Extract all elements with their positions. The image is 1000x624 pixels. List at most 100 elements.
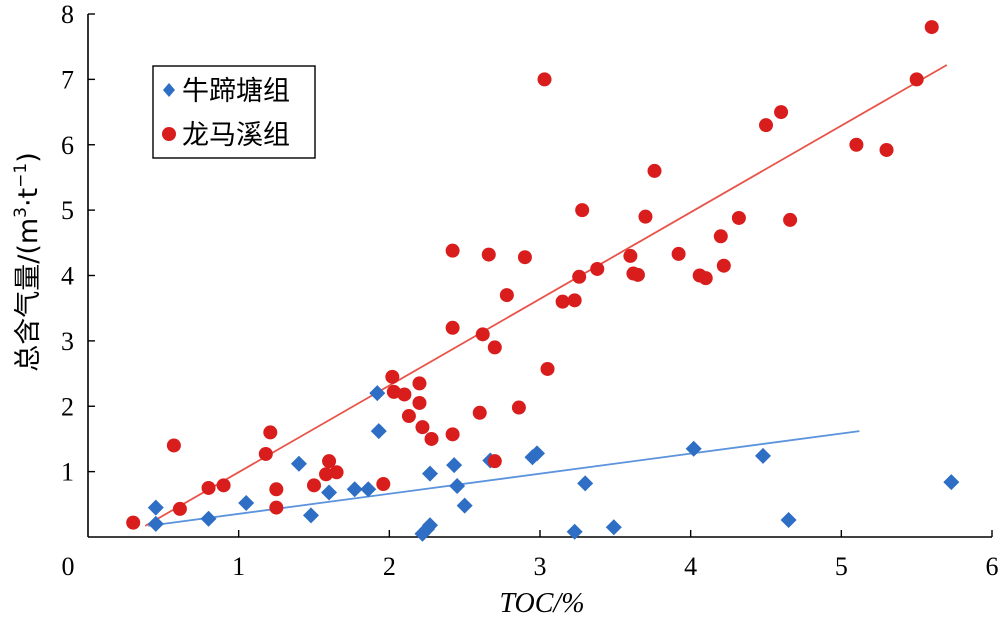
data-point-circle — [623, 248, 638, 263]
data-point-circle — [445, 320, 460, 335]
data-point-circle — [638, 209, 653, 224]
data-point-diamond — [780, 512, 797, 529]
data-point-diamond — [685, 440, 702, 457]
y-tick-label: 6 — [61, 131, 74, 160]
data-point-diamond — [566, 523, 583, 540]
data-point-circle — [445, 243, 460, 258]
data-point-circle — [671, 246, 686, 261]
data-point-circle — [481, 247, 496, 262]
origin-label: 0 — [62, 552, 75, 581]
data-point-circle — [329, 465, 344, 480]
points-layer — [126, 20, 960, 542]
data-point-circle — [698, 271, 713, 286]
x-tick-label: 1 — [232, 552, 245, 581]
data-point-circle — [319, 467, 334, 482]
data-point-circle — [172, 501, 187, 516]
data-point-diamond — [422, 517, 439, 534]
data-point-circle — [572, 269, 587, 284]
data-point-circle — [909, 72, 924, 87]
data-point-diamond — [528, 445, 545, 462]
data-point-diamond — [346, 481, 363, 498]
y-tick-label: 4 — [61, 262, 74, 291]
x-tick-label: 6 — [986, 552, 999, 581]
data-point-circle — [540, 361, 555, 376]
data-point-diamond — [754, 447, 771, 464]
data-point-diamond — [370, 423, 387, 440]
data-point-diamond — [200, 510, 217, 527]
data-point-circle — [499, 288, 514, 303]
data-point-circle — [269, 500, 284, 515]
data-point-circle — [258, 446, 273, 461]
data-point-circle — [307, 478, 321, 493]
data-point-circle — [849, 137, 864, 152]
x-tick-label: 5 — [835, 552, 848, 581]
data-point-circle — [630, 267, 645, 282]
data-point-circle — [201, 480, 216, 495]
trendline-series-2 — [144, 64, 948, 527]
data-point-circle — [713, 229, 728, 244]
data-point-diamond — [238, 495, 255, 512]
data-point-circle — [475, 327, 490, 342]
axes-layer: 0 1 2 3 4 5 6 1 2 3 4 5 6 7 8 — [61, 0, 999, 581]
data-point-circle — [924, 20, 939, 35]
legend-marker-diamond — [163, 83, 175, 97]
data-point-circle — [517, 250, 532, 265]
legend-label-series-2: 龙马溪组 — [182, 120, 290, 151]
x-axis-title: TOC/% — [499, 588, 584, 619]
y-tick-label: 2 — [61, 392, 74, 421]
data-point-diamond — [360, 481, 377, 498]
y-axis-title: 总含气量/(m3·t−1) — [11, 152, 44, 372]
data-point-circle — [879, 142, 894, 157]
data-point-diamond — [456, 497, 473, 514]
data-point-circle — [415, 420, 430, 435]
legend-box — [152, 65, 316, 159]
legend-marker-circle — [162, 127, 176, 141]
x-tick-label: 2 — [383, 552, 396, 581]
data-point-circle — [716, 258, 731, 273]
data-point-circle — [424, 431, 439, 446]
data-point-diamond — [446, 457, 463, 474]
y-tick-label: 5 — [61, 196, 74, 225]
x-tick-label: 3 — [534, 552, 547, 581]
data-point-circle — [385, 369, 400, 384]
data-point-circle — [386, 384, 401, 399]
data-point-diamond — [605, 519, 622, 536]
data-point-circle — [511, 400, 526, 415]
y-axis-title-main: 总含气量/(m — [13, 218, 44, 372]
data-point-diamond — [449, 478, 466, 495]
data-point-circle — [126, 515, 141, 530]
data-point-circle — [555, 294, 570, 309]
y-tick-label: 8 — [61, 0, 74, 29]
data-point-circle — [401, 409, 416, 424]
data-point-diamond — [369, 385, 386, 402]
y-axis-title-sup1: 3 — [11, 207, 31, 218]
trendline-layer — [144, 64, 948, 527]
data-point-circle — [263, 425, 278, 440]
data-point-circle — [412, 376, 427, 391]
data-point-diamond — [943, 474, 960, 491]
data-point-circle — [445, 427, 460, 442]
data-point-circle — [774, 105, 789, 120]
data-point-diamond — [422, 465, 439, 482]
data-point-circle — [376, 477, 391, 492]
y-tick-label: 3 — [61, 327, 74, 356]
y-tick-label: 1 — [61, 458, 74, 487]
y-axis-title-mid: ·t — [13, 188, 44, 207]
legend: 牛蹄塘组 龙马溪组 — [152, 65, 316, 159]
data-point-circle — [472, 405, 487, 420]
data-point-circle — [322, 454, 337, 469]
data-point-circle — [759, 118, 773, 133]
x-tick-label: 4 — [684, 552, 697, 581]
y-axis-title-sup2: −1 — [11, 163, 31, 188]
data-point-circle — [783, 212, 798, 227]
data-point-circle — [537, 72, 552, 87]
data-point-circle — [397, 387, 412, 402]
data-point-diamond — [577, 475, 594, 492]
data-point-diamond — [147, 515, 164, 532]
data-point-circle — [166, 438, 181, 453]
trendline-series-1 — [148, 430, 860, 527]
data-point-circle — [269, 482, 284, 497]
data-point-circle — [412, 395, 427, 410]
